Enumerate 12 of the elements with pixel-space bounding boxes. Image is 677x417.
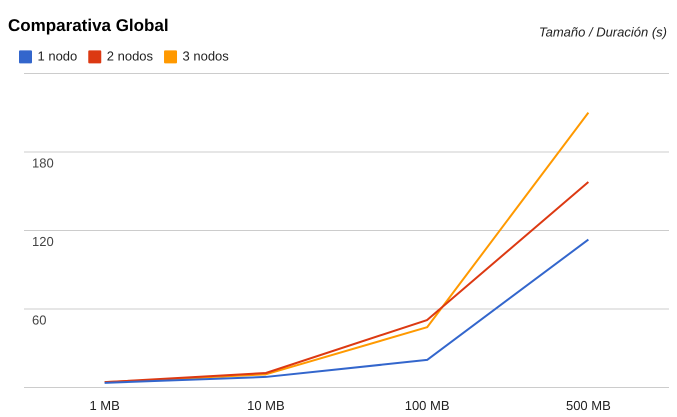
y-axis-title: Tamaño / Duración (s) — [538, 24, 667, 40]
y-tick-label: 120 — [32, 234, 54, 249]
y-tick-label: 180 — [32, 155, 54, 170]
x-tick-label: 100 MB — [404, 398, 450, 413]
legend-label: 3 nodos — [182, 48, 230, 64]
legend-label: 1 nodo — [38, 48, 78, 64]
x-tick-label: 1 MB — [89, 398, 120, 413]
legend-label: 2 nodos — [106, 48, 154, 64]
chart-title: Comparativa Global — [8, 16, 169, 35]
y-tick-label: 60 — [32, 312, 46, 328]
x-tick-label: 10 MB — [247, 398, 285, 413]
x-tick-label: 500 MB — [566, 398, 611, 413]
